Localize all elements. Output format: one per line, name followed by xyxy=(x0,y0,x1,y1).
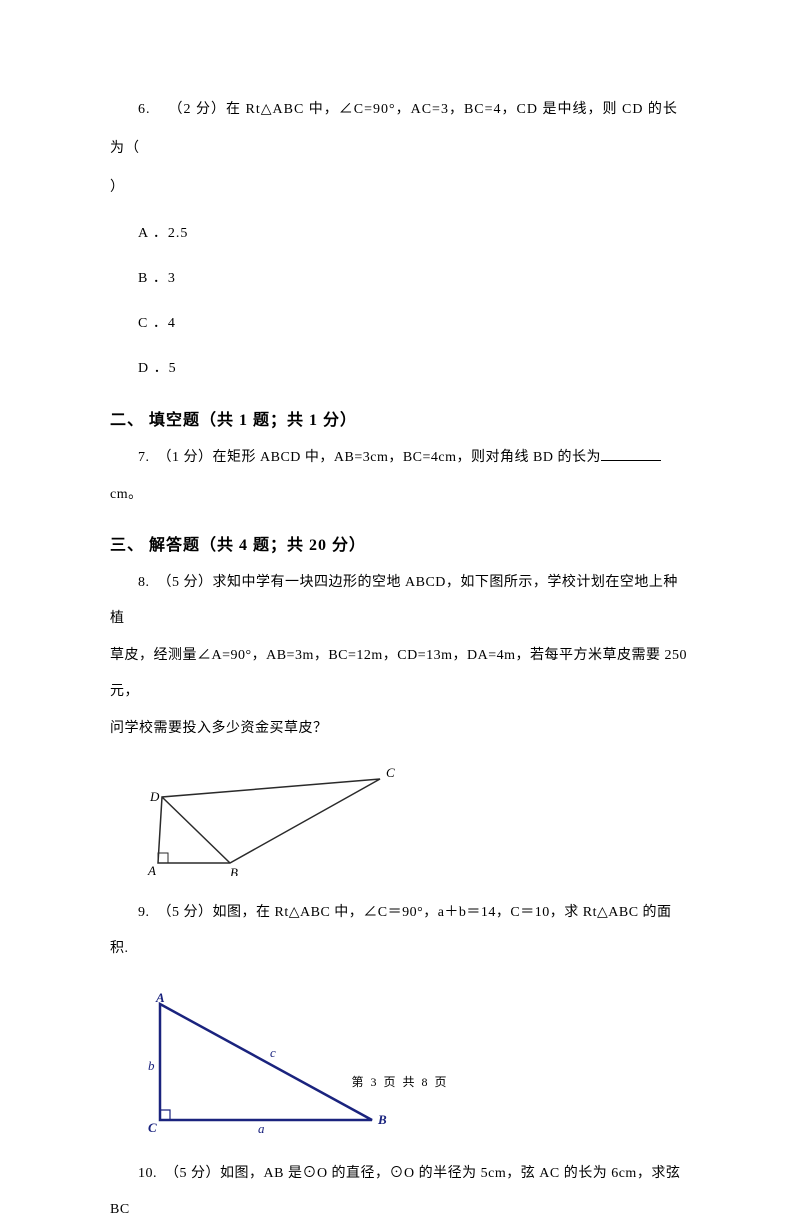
q8-number: 8. xyxy=(138,575,150,590)
page-footer: 第 3 页 共 8 页 xyxy=(0,1073,800,1090)
question-6: 6. （2 分）在 Rt△ABC 中，∠C=90°，AC=3，BC=4，CD 是… xyxy=(110,90,690,168)
q6-number: 6. xyxy=(138,102,151,117)
q9-figure: A B Ca b c xyxy=(140,992,690,1142)
q7-number: 7. xyxy=(138,450,150,465)
section-3-heading: 三、 解答题（共 4 题；共 20 分） xyxy=(110,531,690,555)
svg-text:D: D xyxy=(149,789,160,804)
question-8-line2: 草皮，经测量∠A=90°，AB=3m，BC=12m，CD=13m，DA=4m，若… xyxy=(110,638,690,711)
q7-points: （1 分） xyxy=(158,450,213,465)
section-2-heading: 二、 填空题（共 1 题；共 1 分） xyxy=(110,406,690,430)
q8-figure: A B C D xyxy=(140,761,690,881)
q10-number: 10. xyxy=(138,1166,157,1181)
q9-points: （5 分） xyxy=(158,905,213,920)
svg-text:B: B xyxy=(377,1112,387,1127)
svg-text:C: C xyxy=(386,765,395,780)
svg-text:C: C xyxy=(148,1120,157,1135)
q6-option-a: A ．2.5 xyxy=(110,214,690,253)
q7-text-after: cm。 xyxy=(110,487,143,502)
question-7: 7. （1 分）在矩形 ABCD 中，AB=3cm，BC=4cm，则对角线 BD… xyxy=(110,440,690,513)
q6-points: （2 分） xyxy=(169,102,227,117)
svg-text:a: a xyxy=(258,1121,265,1136)
q9-triangle-diagram: A B Ca b c xyxy=(140,992,400,1137)
svg-text:A: A xyxy=(155,992,165,1005)
q6-option-b: B ．3 xyxy=(110,259,690,298)
question-8-line1: 8. （5 分）求知中学有一块四边形的空地 ABCD，如下图所示，学校计划在空地… xyxy=(110,565,690,638)
svg-text:c: c xyxy=(270,1045,276,1060)
q6-closing: ） xyxy=(110,168,690,207)
q7-text-before: 在矩形 ABCD 中，AB=3cm，BC=4cm，则对角线 BD 的长为 xyxy=(213,450,601,465)
q7-blank xyxy=(601,447,661,461)
svg-text:b: b xyxy=(148,1058,155,1073)
question-9: 9. （5 分）如图，在 Rt△ABC 中，∠C＝90°，a＋b＝14，C＝10… xyxy=(110,895,690,968)
svg-text:B: B xyxy=(230,865,238,876)
question-8-line3: 问学校需要投入多少资金买草皮？ xyxy=(110,711,690,747)
q6-option-d: D ．5 xyxy=(110,349,690,388)
q8-quadrilateral-diagram: A B C D xyxy=(140,761,400,876)
svg-text:A: A xyxy=(147,863,156,876)
q6-option-c: C ．4 xyxy=(110,304,690,343)
q9-number: 9. xyxy=(138,905,150,920)
q10-points: （5 分） xyxy=(165,1166,220,1181)
question-10: 10. （5 分）如图，AB 是⊙O 的直径，⊙O 的半径为 5cm，弦 AC … xyxy=(110,1156,690,1229)
q8-points: （5 分） xyxy=(158,575,213,590)
